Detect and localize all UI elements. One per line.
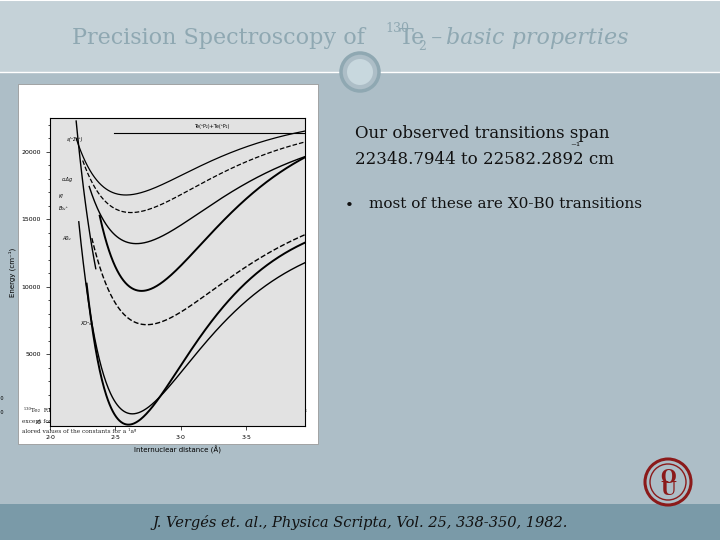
FancyBboxPatch shape: [0, 0, 720, 72]
Text: alored values of the constants for a ¹aᵍ: alored values of the constants for a ¹aᵍ: [22, 429, 136, 434]
Ellipse shape: [341, 53, 379, 91]
Text: most of these are X0-B0 transitions: most of these are X0-B0 transitions: [369, 197, 642, 211]
Text: 22348.7944 to 22582.2892 cm: 22348.7944 to 22582.2892 cm: [355, 151, 614, 168]
Text: 2000: 2000: [0, 396, 4, 401]
Text: •: •: [345, 199, 354, 213]
Text: XO⁰ₐ: XO⁰ₐ: [80, 321, 91, 326]
Text: –: –: [424, 27, 449, 49]
Text: Te(³P₂)+Te(³P₂): Te(³P₂)+Te(³P₂): [194, 124, 229, 129]
Text: ¹³⁰Te₂  RKR potentials are given for: ¹³⁰Te₂ RKR potentials are given for: [22, 407, 127, 413]
Text: together with an estim: together with an estim: [193, 418, 261, 423]
FancyBboxPatch shape: [0, 504, 720, 540]
X-axis label: Internuclear distance (Å): Internuclear distance (Å): [134, 446, 221, 454]
Text: c₁Δg: c₁Δg: [62, 178, 73, 183]
Y-axis label: Energy (cm⁻¹): Energy (cm⁻¹): [9, 247, 16, 296]
Text: U: U: [660, 481, 676, 499]
Text: O: O: [660, 469, 676, 487]
Text: 1000: 1000: [0, 410, 4, 415]
Ellipse shape: [347, 59, 373, 85]
Text: basic properties: basic properties: [446, 27, 629, 49]
Text: 2: 2: [418, 39, 426, 52]
Text: except for a ¹aᵍ and A(¹²₃g), for which: except for a ¹aᵍ and A(¹²₃g), for which: [22, 418, 133, 424]
Text: Our observed transitions span: Our observed transitions span: [355, 125, 610, 142]
Text: a(¹Σ₀⁺): a(¹Σ₀⁺): [67, 137, 84, 142]
Text: were used, while for A(¹²₃g) the values: were used, while for A(¹²₃g) the values: [193, 407, 307, 413]
Text: Precision Spectroscopy of: Precision Spectroscopy of: [72, 27, 372, 49]
Text: A0ᵤ: A0ᵤ: [62, 235, 71, 241]
Text: J. Vergés et. al., Physica Scripta, Vol. 25, 338-350, 1982.: J. Vergés et. al., Physica Scripta, Vol.…: [153, 515, 567, 530]
Text: 130: 130: [385, 23, 409, 36]
Text: Kl: Kl: [59, 194, 64, 199]
Text: B₀ᵤ⁺: B₀ᵤ⁺: [59, 206, 69, 211]
FancyBboxPatch shape: [18, 84, 318, 444]
Text: ⁻¹: ⁻¹: [570, 142, 580, 152]
Text: Te: Te: [399, 27, 426, 49]
